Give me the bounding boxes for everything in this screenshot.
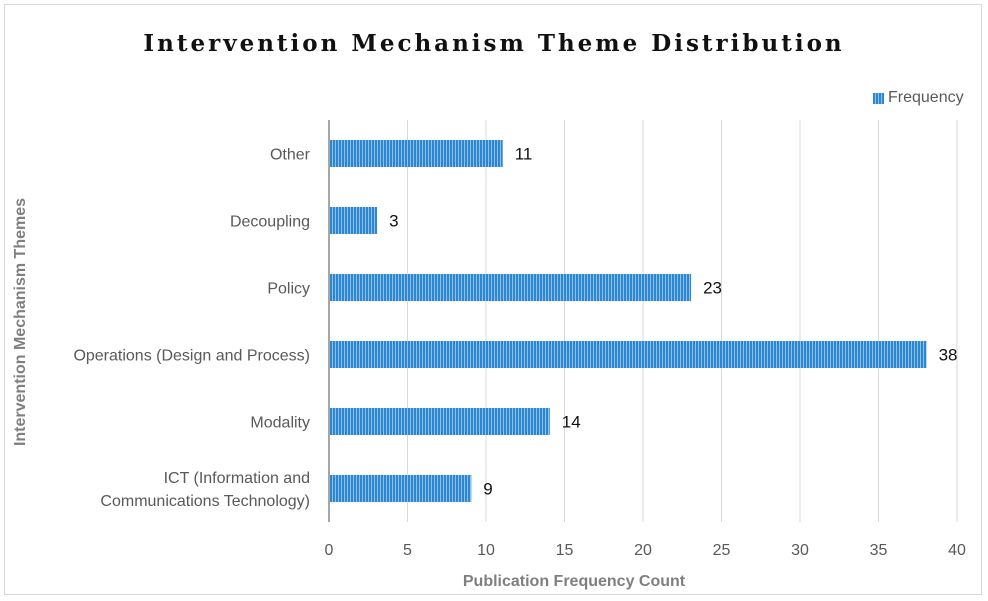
data-label: 9 — [483, 480, 492, 499]
bar — [330, 408, 550, 435]
category-label: Decoupling — [230, 214, 310, 231]
data-label: 38 — [939, 346, 958, 365]
labels: 0 5 10 15 20 25 30 35 40 11 Other 3 Decoupling 23 Poli… — [73, 145, 966, 560]
y-axis-title: Intervention Mechanism Themes — [12, 198, 29, 446]
x-tick-label: 5 — [403, 542, 412, 559]
bar — [330, 274, 692, 301]
category-label: Operations (Design and Process) — [73, 348, 310, 365]
data-label: 23 — [703, 279, 722, 298]
bar — [330, 475, 472, 502]
category-label: Policy — [267, 281, 310, 298]
chart-title: Intervention Mechanism Theme Distributio… — [143, 30, 845, 57]
data-label: 14 — [562, 413, 581, 432]
x-tick-label: 25 — [713, 542, 731, 559]
bars — [330, 140, 927, 502]
legend-swatch — [873, 92, 884, 104]
x-tick-label: 40 — [948, 542, 966, 559]
x-tick-label: 30 — [791, 542, 809, 559]
bar — [330, 207, 378, 234]
category-label: Modality — [250, 415, 310, 432]
grid-lines — [328, 120, 958, 522]
x-axis-title: Publication Frequency Count — [463, 573, 686, 590]
x-tick-label: 0 — [325, 542, 334, 559]
bar — [330, 341, 927, 368]
category-label: ICT (Information and Communications Techn… — [100, 470, 310, 510]
x-tick-label: 35 — [870, 542, 888, 559]
legend-label: Frequency — [888, 89, 964, 106]
data-label: 11 — [515, 145, 533, 164]
x-tick-label: 15 — [556, 542, 574, 559]
category-label: Other — [270, 147, 311, 164]
chart-legend: Frequency — [873, 89, 964, 107]
bar — [330, 140, 503, 167]
x-tick-label: 10 — [477, 542, 495, 559]
data-label: 3 — [389, 212, 398, 231]
x-tick-label: 20 — [634, 542, 652, 559]
